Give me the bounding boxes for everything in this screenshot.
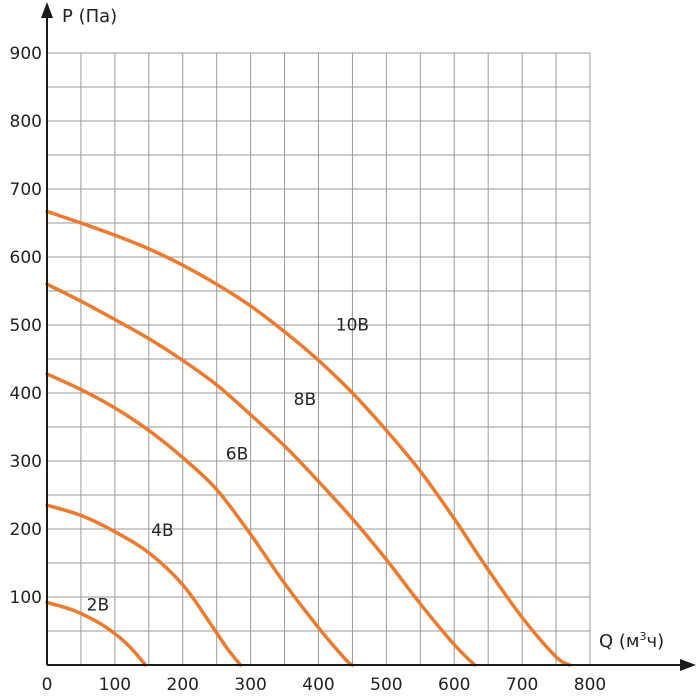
series-label-1: 2В bbox=[87, 596, 109, 616]
x-tick-label: 100 bbox=[99, 675, 131, 695]
series-line-1 bbox=[45, 600, 148, 667]
y-tick-label: 300 bbox=[10, 452, 42, 472]
series-label-2: 4В bbox=[151, 521, 173, 541]
x-tick-label: 400 bbox=[302, 675, 334, 695]
y-tick-label: 600 bbox=[10, 248, 42, 268]
x-axis-title-sup: 3 bbox=[640, 630, 647, 643]
y-tick-label: 700 bbox=[10, 180, 42, 200]
y-tick-label: 500 bbox=[10, 316, 42, 336]
y-tick-label: 100 bbox=[10, 588, 42, 608]
x-axis-title-prefix: Q (м bbox=[599, 631, 640, 652]
y-tick-label: 900 bbox=[10, 44, 42, 64]
x-tick-label: 300 bbox=[234, 675, 266, 695]
y-axis-title: P (Па) bbox=[62, 6, 117, 27]
series-line-3 bbox=[45, 372, 355, 667]
fan-curves bbox=[45, 209, 572, 667]
y-tick-label: 200 bbox=[10, 520, 42, 540]
series-label-4: 8В bbox=[294, 390, 316, 410]
x-tick-label: 500 bbox=[370, 675, 402, 695]
series-line-2 bbox=[45, 503, 243, 667]
x-tick-label: 0 bbox=[42, 675, 53, 695]
y-axis-arrow-icon bbox=[41, 2, 53, 18]
y-tick-label: 800 bbox=[10, 112, 42, 132]
series-labels: 2В 4В 6В 8В 10В bbox=[87, 315, 369, 615]
x-tick-label: 200 bbox=[167, 675, 199, 695]
x-axis-title-suffix: ч) bbox=[647, 631, 665, 652]
series-line-4 bbox=[45, 282, 477, 667]
axes bbox=[41, 2, 696, 671]
series-label-5: 10В bbox=[336, 315, 369, 335]
x-tick-label: 700 bbox=[506, 675, 538, 695]
x-tick-label: 600 bbox=[438, 675, 470, 695]
x-axis-arrow-icon bbox=[680, 659, 696, 671]
series-label-3: 6В bbox=[226, 445, 248, 465]
x-tick-label: 800 bbox=[574, 675, 606, 695]
series-line-5 bbox=[45, 209, 572, 667]
tick-labels: 0 100 200 300 400 500 600 700 800 100 200 300 400 500… bbox=[10, 44, 607, 695]
y-tick-label: 400 bbox=[10, 384, 42, 404]
x-axis-title: Q (м3ч) bbox=[599, 630, 664, 652]
